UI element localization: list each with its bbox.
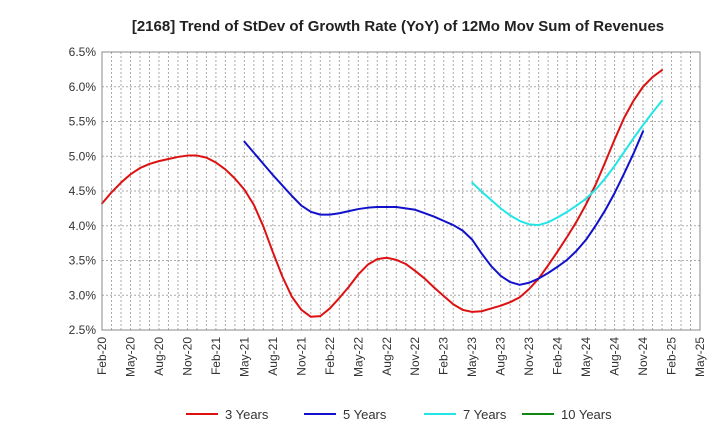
- x-tick-label: Aug-20: [152, 337, 166, 376]
- legend-label: 10 Years: [561, 407, 612, 422]
- x-tick-label: Aug-23: [494, 337, 508, 376]
- y-tick-label: 2.5%: [69, 323, 97, 337]
- x-tick-label: Nov-20: [180, 337, 194, 376]
- y-axis-ticks: 2.5% 3.0% 3.5% 4.0% 4.5% 5.0% 5.5% 6.0% 6.5%: [69, 45, 97, 337]
- series-line-7-years: [471, 99, 664, 227]
- x-tick-label: Feb-23: [437, 337, 451, 375]
- x-tick-label: Nov-21: [294, 337, 308, 376]
- x-axis-ticks: Feb-20 May-20 Aug-20 Nov-20 Feb-21 May-21 Aug-…: [95, 337, 707, 377]
- x-tick-label: Nov-23: [522, 337, 536, 376]
- x-tick-label: Feb-22: [323, 337, 337, 375]
- x-tick-label: Nov-22: [408, 337, 422, 376]
- y-tick-label: 4.0%: [69, 219, 97, 233]
- y-tick-label: 5.0%: [69, 149, 97, 163]
- chart-title: [2168] Trend of StDev of Growth Rate (Yo…: [132, 18, 664, 35]
- y-tick-label: 4.5%: [69, 184, 97, 198]
- x-tick-label: May-25: [693, 337, 707, 377]
- legend-label: 7 Years: [463, 407, 507, 422]
- y-tick-label: 6.0%: [69, 80, 97, 94]
- x-tick-label: Feb-25: [665, 337, 679, 375]
- x-tick-label: May-22: [351, 337, 365, 377]
- x-tick-label: Feb-21: [209, 337, 223, 375]
- x-tick-label: May-24: [579, 337, 593, 377]
- x-tick-label: Aug-21: [266, 337, 280, 376]
- series-lines: [101, 69, 664, 318]
- x-tick-label: May-21: [237, 337, 251, 377]
- x-tick-label: Aug-24: [608, 337, 622, 376]
- series-line-3-years: [101, 69, 664, 318]
- x-tick-label: Feb-24: [551, 337, 565, 375]
- legend-label: 5 Years: [343, 407, 387, 422]
- y-tick-label: 3.5%: [69, 254, 97, 268]
- x-tick-label: Feb-20: [95, 337, 109, 375]
- legend: 3 Years 5 Years 7 Years 10 Years: [186, 407, 612, 422]
- y-tick-label: 3.0%: [69, 288, 97, 302]
- plot-area-frame: [101, 51, 701, 331]
- x-tick-label: May-20: [123, 337, 137, 377]
- x-tick-label: Aug-22: [380, 337, 394, 376]
- x-tick-label: Nov-24: [636, 337, 650, 376]
- grid: [101, 51, 701, 331]
- series-line-5-years: [243, 130, 645, 286]
- y-tick-label: 5.5%: [69, 115, 97, 129]
- x-tick-label: May-23: [465, 337, 479, 377]
- legend-label: 3 Years: [225, 407, 269, 422]
- y-tick-label: 6.5%: [69, 45, 97, 59]
